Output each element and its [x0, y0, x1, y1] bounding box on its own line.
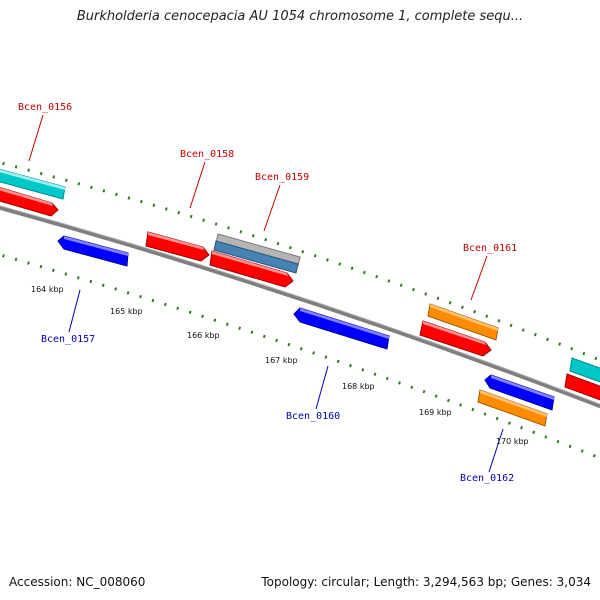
outer-tick-track [0, 161, 600, 362]
forward-label-leaders [28, 114, 488, 301]
gene-bcen0159[interactable] [209, 250, 294, 288]
map-title: Burkholderia cenocepacia AU 1054 chromos… [76, 9, 524, 24]
gene-label-bcen0156: Bcen_0156 [18, 102, 72, 113]
gene-edge-red[interactable] [564, 373, 600, 401]
accession-label: Accession: NC_008060 [9, 575, 146, 589]
gene-bcen0162-blue[interactable] [484, 374, 555, 411]
gene-edge-cyan[interactable] [569, 357, 600, 383]
gene-label-bcen0157: Bcen_0157 [41, 334, 95, 345]
gene-bcen0159-steel[interactable] [213, 240, 299, 274]
gene-bcen0158[interactable] [145, 231, 210, 262]
gene-label-bcen0160: Bcen_0160 [286, 411, 340, 422]
gene-label-bcen0162: Bcen_0162 [460, 473, 514, 484]
gene-bcen0160[interactable] [293, 307, 390, 350]
tick-label-166: 166 kbp [187, 331, 220, 340]
tick-label-168: 168 kbp [342, 382, 375, 391]
chromosome-backbone [0, 205, 600, 409]
gene-label-bcen0159: Bcen_0159 [255, 172, 309, 183]
tick-label-165: 165 kbp [110, 307, 143, 316]
gene-label-bcen0161: Bcen_0161 [463, 243, 517, 254]
inner-tick-track [0, 253, 600, 460]
tick-label-170: 170 kbp [496, 437, 529, 446]
reverse-label-leaders [68, 289, 504, 473]
gene-bcen0162[interactable] [477, 389, 548, 427]
tick-label-167: 167 kbp [265, 356, 298, 365]
gene-label-bcen0158: Bcen_0158 [180, 149, 234, 160]
gene-bcen0156-extra[interactable] [0, 168, 66, 200]
tick-label-164: 164 kbp [31, 285, 64, 294]
gene-bcen0156[interactable] [0, 186, 59, 217]
gene-bcen0161[interactable] [419, 320, 492, 357]
tick-label-169: 169 kbp [419, 408, 452, 417]
sequence-summary: Topology: circular; Length: 3,294,563 bp… [261, 575, 591, 589]
gene-bcen0157[interactable] [57, 235, 129, 267]
gene-bcen0161-orange[interactable] [427, 303, 499, 341]
